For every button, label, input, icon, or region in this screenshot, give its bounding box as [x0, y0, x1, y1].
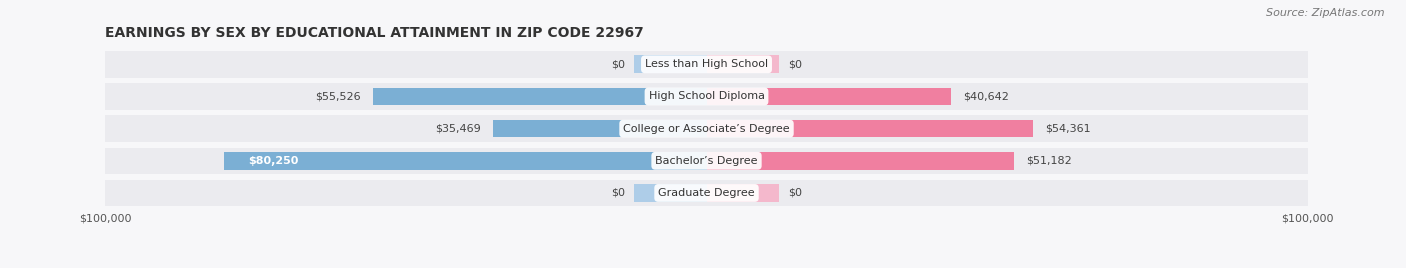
Bar: [105, 51, 1308, 77]
Text: Bachelor’s Degree: Bachelor’s Degree: [655, 156, 758, 166]
Text: Graduate Degree: Graduate Degree: [658, 188, 755, 198]
Text: $55,526: $55,526: [315, 91, 361, 102]
Text: Less than High School: Less than High School: [645, 59, 768, 69]
Bar: [105, 180, 1308, 206]
Bar: [494, 120, 707, 137]
Bar: [105, 148, 1308, 174]
Bar: [707, 88, 950, 105]
Bar: [105, 116, 1308, 142]
Text: High School Diploma: High School Diploma: [648, 91, 765, 102]
Bar: [224, 152, 707, 170]
Bar: [707, 152, 1014, 170]
Text: $0: $0: [787, 59, 801, 69]
Text: Source: ZipAtlas.com: Source: ZipAtlas.com: [1267, 8, 1385, 18]
Bar: [634, 55, 707, 73]
Text: $35,469: $35,469: [436, 124, 481, 134]
Bar: [707, 184, 779, 202]
Bar: [634, 184, 707, 202]
Text: $51,182: $51,182: [1026, 156, 1071, 166]
Bar: [373, 88, 707, 105]
Text: $0: $0: [612, 188, 626, 198]
Text: College or Associate’s Degree: College or Associate’s Degree: [623, 124, 790, 134]
Text: $0: $0: [612, 59, 626, 69]
Text: $0: $0: [787, 188, 801, 198]
Bar: [105, 83, 1308, 110]
Bar: [707, 120, 1033, 137]
Text: $80,250: $80,250: [249, 156, 298, 166]
Text: $40,642: $40,642: [963, 91, 1008, 102]
Text: EARNINGS BY SEX BY EDUCATIONAL ATTAINMENT IN ZIP CODE 22967: EARNINGS BY SEX BY EDUCATIONAL ATTAINMEN…: [105, 26, 644, 40]
Text: $54,361: $54,361: [1045, 124, 1091, 134]
Bar: [707, 55, 779, 73]
